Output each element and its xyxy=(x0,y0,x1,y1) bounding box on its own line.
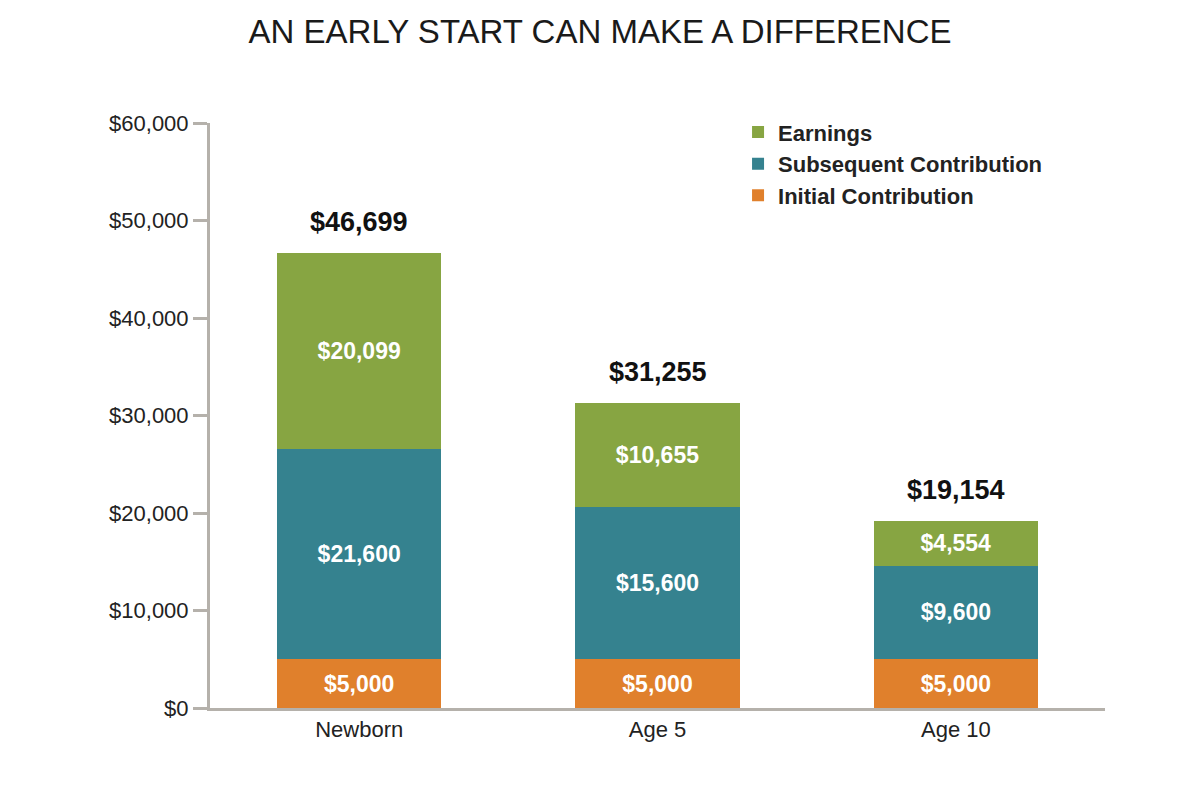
svg-text:$5,000: $5,000 xyxy=(324,671,394,697)
svg-text:$5,000: $5,000 xyxy=(921,671,991,697)
svg-text:$21,600: $21,600 xyxy=(318,541,401,567)
svg-text:$30,000: $30,000 xyxy=(109,403,189,428)
svg-text:$50,000: $50,000 xyxy=(109,208,189,233)
svg-text:$0: $0 xyxy=(164,696,188,721)
svg-text:$15,600: $15,600 xyxy=(616,570,699,596)
svg-text:$20,000: $20,000 xyxy=(109,501,189,526)
svg-text:Age 10: Age 10 xyxy=(921,717,991,742)
svg-text:$60,000: $60,000 xyxy=(109,111,189,136)
svg-text:$10,655: $10,655 xyxy=(616,442,699,468)
svg-text:Newborn: Newborn xyxy=(315,717,403,742)
svg-text:$9,600: $9,600 xyxy=(921,599,991,625)
svg-text:$5,000: $5,000 xyxy=(622,671,692,697)
svg-text:$40,000: $40,000 xyxy=(109,306,189,331)
svg-text:Age 5: Age 5 xyxy=(629,717,687,742)
svg-text:$19,154: $19,154 xyxy=(907,475,1005,505)
svg-text:AN EARLY START CAN MAKE A DIFF: AN EARLY START CAN MAKE A DIFFERENCE xyxy=(249,13,952,50)
svg-text:$20,099: $20,099 xyxy=(318,338,401,364)
svg-text:$46,699: $46,699 xyxy=(310,207,408,237)
svg-text:Subsequent Contribution: Subsequent Contribution xyxy=(778,152,1042,177)
svg-text:Initial Contribution: Initial Contribution xyxy=(778,184,974,209)
svg-text:$10,000: $10,000 xyxy=(109,598,189,623)
svg-text:$31,255: $31,255 xyxy=(609,357,707,387)
svg-text:Earnings: Earnings xyxy=(778,121,872,146)
svg-text:$4,554: $4,554 xyxy=(921,530,992,556)
